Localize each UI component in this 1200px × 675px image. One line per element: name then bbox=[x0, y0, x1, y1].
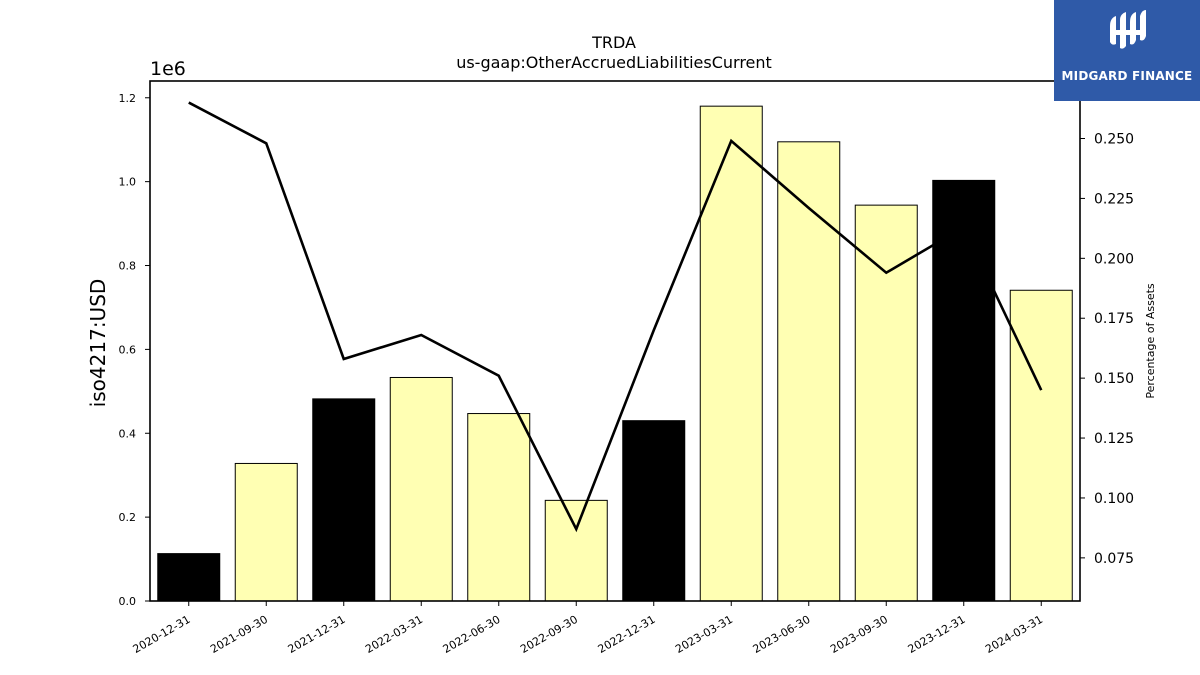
logo-text: MIDGARD FINANCE bbox=[1061, 69, 1193, 83]
bar bbox=[854, 204, 918, 602]
x-tick-label: 2021-12-31 bbox=[286, 613, 348, 656]
bar bbox=[777, 141, 841, 602]
x-tick-label: 2022-03-31 bbox=[363, 613, 425, 656]
y-tick-label: 0.2 bbox=[119, 511, 137, 524]
chart-subtitle: us-gaap:OtherAccruedLiabilitiesCurrent bbox=[456, 53, 772, 72]
y2-tick-label: 0.075 bbox=[1094, 551, 1134, 567]
chart-title: TRDA bbox=[591, 33, 636, 52]
bar bbox=[1009, 289, 1073, 602]
bar bbox=[544, 499, 608, 602]
y-offset-text: 1e6 bbox=[150, 58, 186, 80]
bar bbox=[622, 420, 686, 602]
y-tick-label: 1.2 bbox=[119, 92, 137, 105]
logo-mark-icon bbox=[1110, 10, 1146, 49]
x-tick-label: 2023-06-30 bbox=[751, 613, 813, 656]
bar bbox=[467, 413, 531, 602]
x-tick-label: 2022-09-30 bbox=[518, 613, 580, 656]
x-tick-label: 2024-03-31 bbox=[983, 613, 1045, 656]
y-tick-label: 0.8 bbox=[119, 260, 137, 273]
y2-tick-label: 0.225 bbox=[1094, 191, 1134, 207]
x-tick-label: 2023-12-31 bbox=[906, 613, 968, 656]
y-tick-label: 0.4 bbox=[119, 427, 137, 440]
y2-tick-label: 0.200 bbox=[1094, 251, 1134, 267]
plot-frame bbox=[149, 80, 1081, 602]
y2-tick-label: 0.125 bbox=[1094, 431, 1134, 447]
x-tick-label: 2022-06-30 bbox=[441, 613, 503, 656]
bar bbox=[389, 376, 453, 602]
y2-tick-label: 0.175 bbox=[1094, 311, 1134, 327]
bar bbox=[234, 462, 298, 602]
line-group bbox=[188, 101, 1043, 533]
y-tick-label: 0.6 bbox=[119, 343, 137, 356]
y-tick-label: 0.0 bbox=[119, 595, 137, 608]
x-tick-label: 2023-03-31 bbox=[673, 613, 735, 656]
x-tick-label: 2023-09-30 bbox=[828, 613, 890, 656]
bars-group bbox=[157, 105, 1073, 602]
bar bbox=[312, 398, 376, 602]
x-tick-label: 2021-09-30 bbox=[208, 613, 270, 656]
percentage-line bbox=[188, 101, 1043, 533]
company-logo: MIDGARD FINANCE bbox=[1054, 0, 1200, 101]
bar bbox=[699, 105, 763, 602]
x-tick-label: 2022-12-31 bbox=[596, 613, 658, 656]
y-tick-label: 1.0 bbox=[119, 176, 137, 189]
bar bbox=[157, 553, 221, 602]
y2-tick-label: 0.250 bbox=[1094, 132, 1134, 148]
x-tick-label: 2020-12-31 bbox=[131, 613, 193, 656]
bar bbox=[932, 179, 996, 602]
y-axis-label: iso4217:USD bbox=[86, 279, 110, 408]
y2-axis-label: Percentage of Assets bbox=[1144, 283, 1157, 399]
y2-tick-label: 0.150 bbox=[1094, 371, 1134, 387]
y2-tick-label: 0.100 bbox=[1094, 491, 1134, 507]
